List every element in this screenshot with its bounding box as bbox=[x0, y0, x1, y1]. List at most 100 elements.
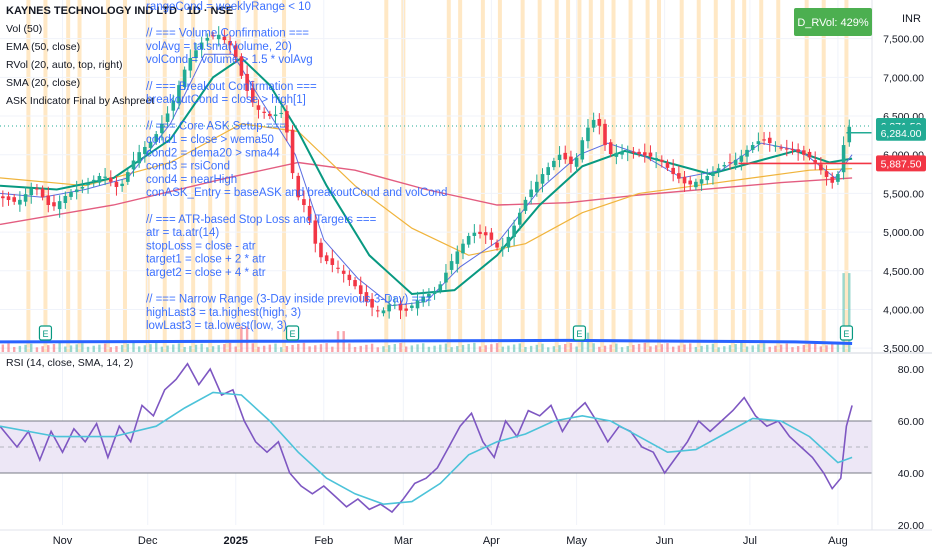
price-axis-label[interactable]: 6,284.00 bbox=[876, 124, 926, 141]
volume-bar[interactable] bbox=[177, 343, 181, 352]
volume-bar[interactable] bbox=[717, 347, 720, 352]
candle-body[interactable] bbox=[296, 175, 301, 198]
earnings-marker[interactable]: E bbox=[285, 325, 300, 341]
candle-body[interactable] bbox=[188, 58, 193, 71]
candle-body[interactable] bbox=[512, 225, 516, 237]
volume-bar[interactable] bbox=[751, 345, 754, 352]
volume-bar[interactable] bbox=[501, 346, 504, 352]
candle-body[interactable] bbox=[364, 292, 369, 302]
volume-bar[interactable] bbox=[200, 343, 203, 352]
volume-bar[interactable] bbox=[439, 344, 442, 352]
volume-bar[interactable] bbox=[206, 347, 209, 352]
candle-body[interactable] bbox=[313, 220, 318, 244]
volume-bar[interactable] bbox=[81, 343, 84, 352]
candle-body[interactable] bbox=[126, 172, 130, 182]
volume-bar[interactable] bbox=[234, 346, 237, 352]
rsi-layer[interactable] bbox=[0, 362, 872, 514]
candle-body[interactable] bbox=[813, 160, 817, 163]
volume-bar[interactable] bbox=[376, 347, 379, 352]
candle-body[interactable] bbox=[802, 150, 806, 155]
candle-body[interactable] bbox=[660, 159, 664, 162]
candle-body[interactable] bbox=[279, 112, 283, 114]
candle-body[interactable] bbox=[205, 37, 210, 41]
candle-body[interactable] bbox=[97, 176, 102, 183]
volume-bar[interactable] bbox=[319, 344, 323, 352]
volume-bar[interactable] bbox=[507, 345, 510, 352]
indicator-vol[interactable]: Vol (50) bbox=[6, 23, 42, 35]
candle-body[interactable] bbox=[171, 100, 176, 111]
candle-body[interactable] bbox=[199, 42, 204, 50]
indicator-ask[interactable]: ASK Indicator Final by Ashpreet bbox=[6, 95, 154, 107]
volume-bar[interactable] bbox=[69, 345, 73, 352]
volume-bar[interactable] bbox=[348, 343, 351, 352]
volume-bar[interactable] bbox=[711, 343, 715, 352]
volume-bar[interactable] bbox=[285, 346, 289, 352]
volume-bar[interactable] bbox=[666, 343, 669, 352]
volume-bar[interactable] bbox=[552, 346, 556, 352]
candle-body[interactable] bbox=[108, 177, 113, 182]
volume-bar[interactable] bbox=[564, 344, 567, 352]
candle-body[interactable] bbox=[682, 176, 687, 184]
candle-body[interactable] bbox=[773, 145, 778, 147]
volume-bar[interactable] bbox=[325, 343, 328, 352]
volume-bar[interactable] bbox=[518, 343, 521, 352]
candle-body[interactable] bbox=[18, 199, 22, 205]
candle-body[interactable] bbox=[466, 235, 471, 245]
volume-bar[interactable] bbox=[47, 345, 50, 352]
candle-body[interactable] bbox=[563, 152, 568, 160]
volume-bar[interactable] bbox=[456, 346, 459, 352]
volume-bar[interactable] bbox=[13, 346, 16, 352]
volume-bar[interactable] bbox=[700, 345, 703, 352]
candle-body[interactable] bbox=[569, 156, 573, 165]
volume-bar[interactable] bbox=[620, 347, 624, 352]
volume-bar[interactable] bbox=[813, 342, 817, 352]
candle-body[interactable] bbox=[46, 195, 51, 206]
candle-body[interactable] bbox=[767, 137, 772, 144]
volume-bar[interactable] bbox=[109, 347, 112, 352]
volume-bar[interactable] bbox=[632, 344, 635, 352]
earnings-marker-box[interactable] bbox=[839, 325, 854, 341]
volume-bar[interactable] bbox=[637, 343, 641, 352]
candle-body[interactable] bbox=[103, 176, 107, 178]
candle-body[interactable] bbox=[739, 155, 744, 162]
candle-body[interactable] bbox=[114, 181, 119, 187]
candle-body[interactable] bbox=[824, 171, 829, 177]
candle-body[interactable] bbox=[546, 167, 550, 175]
volume-bar[interactable] bbox=[64, 346, 67, 352]
volume-bar[interactable] bbox=[558, 345, 561, 352]
candle-body[interactable] bbox=[694, 181, 698, 188]
volume-bar[interactable] bbox=[393, 344, 397, 352]
volume-bar[interactable] bbox=[796, 346, 800, 352]
volume-bar[interactable] bbox=[740, 342, 743, 352]
volume-bar[interactable] bbox=[586, 332, 590, 352]
volume-bar[interactable] bbox=[353, 346, 357, 352]
volume-bar[interactable] bbox=[155, 343, 158, 352]
volume-bar[interactable] bbox=[166, 345, 169, 352]
candle-body[interactable] bbox=[586, 127, 590, 142]
volume-bar[interactable] bbox=[706, 344, 709, 352]
volume-bar[interactable] bbox=[183, 346, 186, 352]
volume-bar[interactable] bbox=[660, 344, 664, 352]
volume-bar[interactable] bbox=[399, 342, 402, 352]
candle-body[interactable] bbox=[324, 255, 329, 262]
candle-body[interactable] bbox=[290, 129, 295, 174]
earnings-marker-box[interactable] bbox=[572, 325, 587, 341]
candle-body[interactable] bbox=[393, 304, 397, 306]
candle-body[interactable] bbox=[12, 197, 17, 202]
candle-body[interactable] bbox=[552, 160, 556, 168]
candle-body[interactable] bbox=[506, 236, 511, 248]
candle-body[interactable] bbox=[790, 148, 795, 151]
volume-bar[interactable] bbox=[478, 346, 482, 352]
volume-bar[interactable] bbox=[524, 346, 527, 352]
volume-bar[interactable] bbox=[86, 346, 90, 352]
volume-bar[interactable] bbox=[262, 345, 266, 352]
volume-bar[interactable] bbox=[18, 345, 22, 352]
indicator-sma[interactable]: SMA (20, close) bbox=[6, 77, 80, 89]
candle-body[interactable] bbox=[819, 164, 823, 171]
volume-bar[interactable] bbox=[836, 343, 840, 352]
volume-bar[interactable] bbox=[172, 344, 175, 352]
volume-bar[interactable] bbox=[569, 342, 573, 352]
candle-body[interactable] bbox=[631, 151, 636, 153]
candle-body[interactable] bbox=[841, 145, 846, 173]
